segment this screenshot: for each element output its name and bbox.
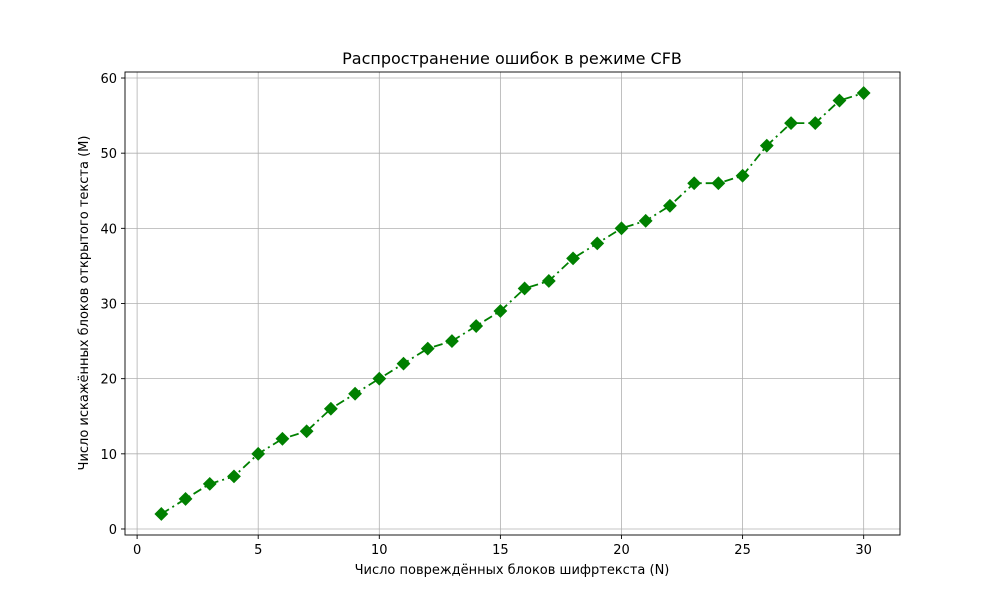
data-point bbox=[784, 116, 798, 131]
data-point bbox=[251, 446, 266, 461]
data-point bbox=[856, 86, 871, 100]
data-point bbox=[614, 221, 629, 236]
data-point bbox=[735, 168, 750, 183]
data-point bbox=[323, 401, 338, 416]
data-point bbox=[420, 341, 435, 356]
x-tick-label: 15 bbox=[492, 543, 509, 558]
data-point bbox=[493, 304, 508, 318]
x-tick-label: 10 bbox=[371, 543, 388, 558]
grid bbox=[125, 72, 900, 535]
data-point bbox=[638, 213, 653, 228]
data-point bbox=[541, 274, 556, 288]
x-tick-label: 5 bbox=[254, 543, 262, 558]
data-point bbox=[275, 431, 290, 446]
data-point bbox=[396, 356, 411, 371]
data-point bbox=[663, 198, 677, 213]
data-point bbox=[227, 469, 241, 484]
y-tick-label: 0 bbox=[109, 523, 117, 538]
ticks: 0 5 10 15 20 25 30 0 10 20 30 40 50 60 bbox=[100, 72, 871, 558]
data-point bbox=[202, 476, 217, 491]
data-point bbox=[445, 334, 459, 348]
data-point bbox=[590, 236, 605, 251]
x-axis-label: Число повреждённых блоков шифртекста (N) bbox=[355, 563, 670, 578]
data-point bbox=[759, 138, 774, 153]
data-point bbox=[154, 507, 169, 521]
x-tick-label: 0 bbox=[133, 543, 141, 558]
data-point bbox=[299, 424, 314, 439]
y-axis-label: Число искажённых блоков открытого текста… bbox=[77, 136, 92, 471]
data-point bbox=[808, 116, 823, 131]
data-point bbox=[348, 386, 362, 401]
data-point bbox=[832, 93, 847, 108]
y-tick-label: 40 bbox=[100, 222, 117, 237]
data-point bbox=[711, 176, 726, 191]
y-tick-label: 30 bbox=[100, 298, 117, 313]
y-tick-label: 60 bbox=[100, 72, 117, 87]
y-tick-label: 20 bbox=[100, 373, 117, 388]
data-point bbox=[469, 319, 484, 333]
y-tick-label: 10 bbox=[100, 448, 117, 463]
x-tick-label: 20 bbox=[613, 543, 630, 558]
series bbox=[154, 86, 871, 521]
data-point bbox=[517, 281, 532, 296]
x-tick-label: 25 bbox=[734, 543, 751, 558]
data-point bbox=[566, 251, 580, 266]
x-tick-label: 30 bbox=[855, 543, 872, 558]
data-point bbox=[687, 176, 702, 191]
data-point bbox=[178, 492, 193, 506]
y-tick-label: 50 bbox=[100, 147, 117, 162]
chart-title: Распространение ошибок в режиме CFB bbox=[342, 49, 682, 68]
data-point bbox=[372, 371, 387, 386]
